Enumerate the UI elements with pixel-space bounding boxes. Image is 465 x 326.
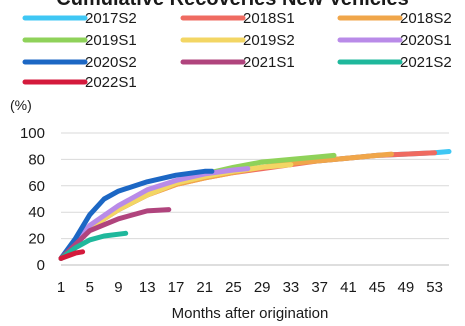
- y-axis: 0 20 40 60 80 100: [20, 125, 45, 274]
- x-tick-label: 49: [398, 279, 415, 296]
- x-tick-label: 13: [139, 279, 156, 296]
- legend-label-2021S1: 2021S1: [243, 54, 295, 71]
- y-tick-label: 40: [28, 204, 45, 221]
- x-axis: 1 5 9 13 17 21 25 29 33 37 41 45 49 53: [57, 279, 443, 296]
- y-axis-label: (%): [10, 97, 32, 113]
- x-tick-label: 25: [225, 279, 242, 296]
- plot-lines: [61, 152, 449, 259]
- x-tick-label: 45: [369, 279, 386, 296]
- legend-label-2019S1: 2019S1: [85, 32, 137, 49]
- x-tick-label: 33: [283, 279, 300, 296]
- legend-label-2020S1: 2020S1: [400, 32, 452, 49]
- x-tick-label: 37: [311, 279, 328, 296]
- x-tick-label: 1: [57, 279, 65, 296]
- chart-title: Cumulative Recoveries New Vehicles: [0, 0, 465, 11]
- x-axis-label: Months after origination: [172, 305, 329, 321]
- x-tick-label: 5: [86, 279, 94, 296]
- y-tick-label: 20: [28, 231, 45, 248]
- legend-label-2020S2: 2020S2: [85, 54, 137, 71]
- x-tick-label: 17: [168, 279, 185, 296]
- y-tick-label: 0: [37, 257, 45, 274]
- y-tick-label: 80: [28, 151, 45, 168]
- legend-label-2022S1: 2022S1: [85, 74, 137, 91]
- legend-label-2017S2: 2017S2: [85, 10, 137, 27]
- x-tick-label: 29: [254, 279, 271, 296]
- y-tick-label: 60: [28, 178, 45, 195]
- x-tick-label: 53: [426, 279, 443, 296]
- legend-label-2021S2: 2021S2: [400, 54, 452, 71]
- legend-label-2018S1: 2018S1: [243, 10, 295, 27]
- legend-label-2019S2: 2019S2: [243, 32, 295, 49]
- x-tick-label: 41: [340, 279, 357, 296]
- legend-label-2018S2: 2018S2: [400, 10, 452, 27]
- y-tick-label: 100: [20, 125, 45, 142]
- legend: 2017S2 2018S1 2018S2 2019S1 2019S2 2020S1 2020…: [25, 10, 452, 91]
- x-tick-label: 9: [114, 279, 122, 296]
- x-tick-label: 21: [196, 279, 213, 296]
